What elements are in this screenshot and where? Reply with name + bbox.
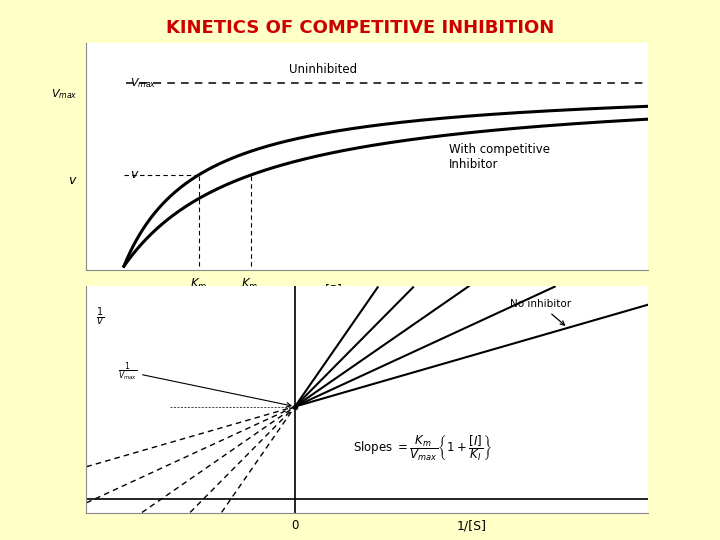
Text: $\frac{1}{v}$: $\frac{1}{v}$ bbox=[96, 305, 104, 328]
Text: $V_{max}$: $V_{max}$ bbox=[130, 77, 156, 90]
Text: $K_m$: $K_m$ bbox=[190, 276, 207, 292]
Text: $K_{m_i}$: $K_{m_i}$ bbox=[241, 276, 261, 293]
Text: $v$: $v$ bbox=[130, 168, 140, 181]
Text: [I] Increasing: [I] Increasing bbox=[0, 539, 1, 540]
Text: Uninhibited: Uninhibited bbox=[289, 63, 356, 76]
Text: $\frac{1}{V_{max}}$: $\frac{1}{V_{max}}$ bbox=[117, 360, 291, 407]
Text: 1/[S]: 1/[S] bbox=[456, 519, 487, 532]
Text: KINETICS OF COMPETITIVE INHIBITION: KINETICS OF COMPETITIVE INHIBITION bbox=[166, 19, 554, 37]
Text: [S]: [S] bbox=[325, 283, 343, 296]
Text: 0: 0 bbox=[292, 519, 299, 532]
Text: With competitive
Inhibitor: With competitive Inhibitor bbox=[449, 143, 550, 171]
Text: $v$: $v$ bbox=[68, 174, 78, 187]
Text: No inhibitor: No inhibitor bbox=[510, 300, 571, 325]
Text: $V_{max}$: $V_{max}$ bbox=[51, 87, 78, 102]
Text: Slopes $= \dfrac{K_m}{V_{max}}\left\{1 + \dfrac{[I]}{K_I}\right\}$: Slopes $= \dfrac{K_m}{V_{max}}\left\{1 +… bbox=[353, 433, 492, 463]
